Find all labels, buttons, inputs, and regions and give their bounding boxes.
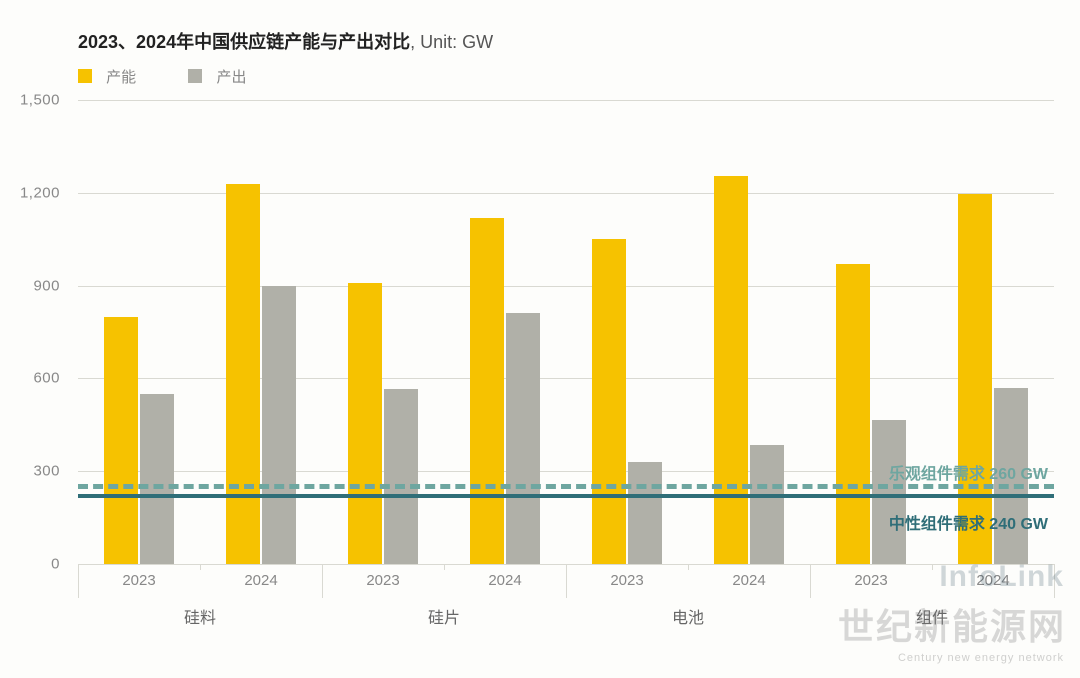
year-tick xyxy=(444,564,445,570)
bar-output xyxy=(872,420,906,564)
bar-output xyxy=(384,389,418,564)
y-tick-label: 300 xyxy=(33,463,78,480)
chart-title: 2023、2024年中国供应链产能与产出对比, Unit: GW xyxy=(78,28,493,54)
year-label: 2024 xyxy=(732,572,765,589)
legend-label-capacity: 产能 xyxy=(106,69,136,86)
legend-label-output: 产出 xyxy=(217,69,247,86)
bar-capacity xyxy=(714,176,748,564)
year-tick xyxy=(688,564,689,570)
year-label: 2023 xyxy=(122,572,155,589)
year-tick xyxy=(932,564,933,570)
y-tick-label: 1,500 xyxy=(20,92,78,109)
y-tick-label: 0 xyxy=(51,556,78,573)
bar-capacity xyxy=(836,264,870,564)
bar-output xyxy=(750,445,784,564)
legend-item-output: 产出 xyxy=(188,66,246,87)
y-tick-label: 600 xyxy=(33,370,78,387)
group-tick xyxy=(810,564,811,598)
gridline xyxy=(78,378,1054,379)
gridline xyxy=(78,286,1054,287)
brand-watermark: InfoLink xyxy=(939,560,1064,594)
reference-line xyxy=(78,494,1054,498)
year-label: 2024 xyxy=(488,572,521,589)
gridline xyxy=(78,100,1054,101)
plot-area: 03006009001,2001,500乐观组件需求 260 GW中性组件需求 … xyxy=(78,100,1054,564)
bar-capacity xyxy=(104,317,138,564)
site-watermark: 世纪新能源网 xyxy=(838,598,1066,650)
group-label: 硅料 xyxy=(184,604,216,628)
bar-capacity xyxy=(470,218,504,564)
group-tick xyxy=(566,564,567,598)
reference-label: 乐观组件需求 260 GW xyxy=(889,460,1048,484)
bar-capacity xyxy=(348,283,382,564)
gridline xyxy=(78,193,1054,194)
bar-capacity xyxy=(592,239,626,564)
bar-capacity xyxy=(958,194,992,564)
bar-output xyxy=(628,462,662,564)
site-watermark-sub: Century new energy network xyxy=(898,652,1064,664)
reference-label: 中性组件需求 240 GW xyxy=(889,510,1048,534)
group-label: 组件 xyxy=(916,604,948,628)
group-tick xyxy=(322,564,323,598)
legend-swatch-output xyxy=(188,69,202,83)
y-tick-label: 1,200 xyxy=(20,184,78,201)
year-tick xyxy=(200,564,201,570)
legend-swatch-capacity xyxy=(78,69,92,83)
bar-output xyxy=(506,313,540,564)
year-label: 2023 xyxy=(366,572,399,589)
year-label: 2024 xyxy=(244,572,277,589)
legend-item-capacity: 产能 xyxy=(78,66,136,87)
year-label: 2023 xyxy=(610,572,643,589)
bar-output xyxy=(140,394,174,564)
year-label: 2023 xyxy=(854,572,887,589)
legend: 产能 产出 xyxy=(78,66,295,87)
title-bold: 2023、2024年中国供应链产能与产出对比 xyxy=(78,32,410,52)
title-unit: , Unit: GW xyxy=(410,32,493,52)
y-tick-label: 900 xyxy=(33,277,78,294)
group-label: 电池 xyxy=(672,604,704,628)
bar-output xyxy=(262,286,296,564)
bar-capacity xyxy=(226,184,260,564)
group-tick xyxy=(78,564,79,598)
group-label: 硅片 xyxy=(428,604,460,628)
